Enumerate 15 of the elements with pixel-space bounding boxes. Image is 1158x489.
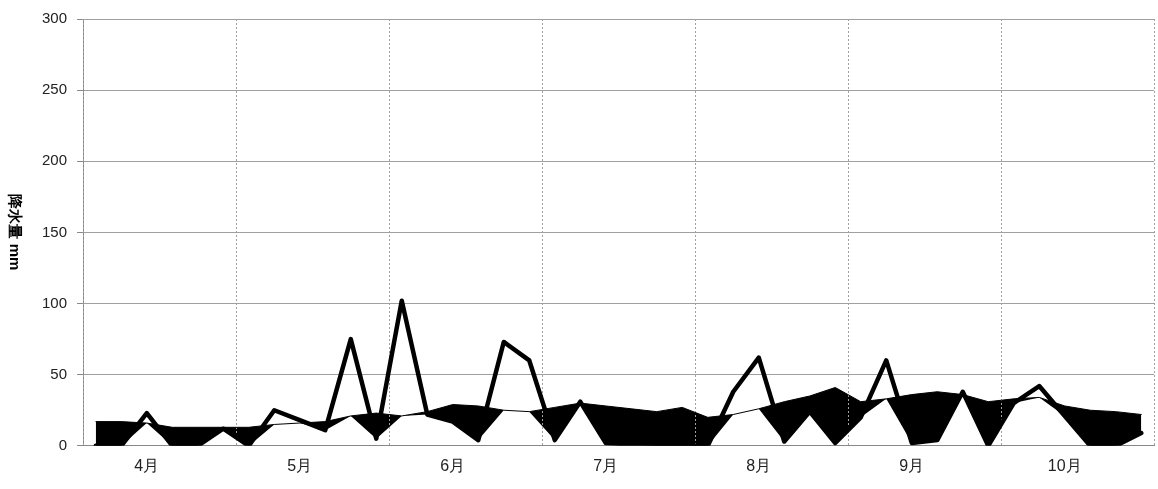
y-tick-label: 300 <box>42 9 68 27</box>
y-tick-label: 50 <box>50 364 68 382</box>
y-tick-label: 100 <box>42 293 68 311</box>
y-tick-label: 150 <box>42 222 68 240</box>
y-tick-label: 250 <box>42 80 68 98</box>
x-tick-label: 8月 <box>746 456 772 474</box>
x-tick-label: 9月 <box>899 456 925 474</box>
y-tick-label: 0 <box>58 435 68 453</box>
x-tick-label: 7月 <box>593 456 619 474</box>
y-axis-title: 降水量 mm <box>6 194 24 271</box>
y-tick-label: 200 <box>42 151 68 169</box>
x-tick-label: 10月 <box>1047 456 1082 474</box>
x-tick-label: 6月 <box>440 456 466 474</box>
x-tick-label: 4月 <box>134 456 160 474</box>
x-tick-label: 5月 <box>287 456 313 474</box>
